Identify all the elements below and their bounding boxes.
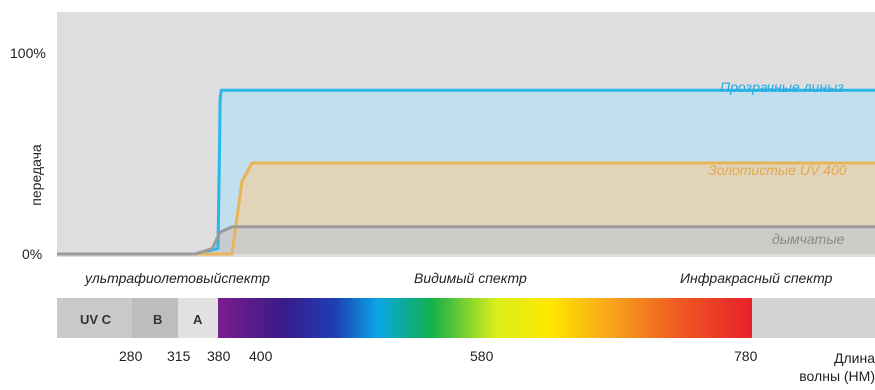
series-lines — [57, 88, 875, 256]
x-tick-280: 280 — [119, 348, 143, 364]
series-label-gold: Золотистые UV 400 — [708, 162, 847, 178]
region-label-infrared: Инфракрасный спектр — [680, 270, 833, 286]
x-axis-label: Длина волны (НМ) — [799, 350, 875, 384]
uv-band-0 — [57, 298, 132, 338]
x-tick-780: 780 — [734, 348, 758, 364]
x-tick-315: 315 — [167, 348, 191, 364]
uv-band-1 — [132, 298, 178, 338]
y-tick-100: 100% — [10, 45, 46, 61]
region-label-visible: Видимый спектр — [414, 270, 527, 286]
series-label-clear: Прозрачные линыз — [720, 79, 844, 95]
uv-band-label-a: A — [193, 312, 203, 327]
uv-band-label-b: B — [153, 312, 163, 327]
y-tick-0: 0% — [22, 246, 43, 262]
y-axis-label: передача — [28, 144, 44, 206]
x-tick-400: 400 — [249, 348, 273, 364]
x-tick-380: 380 — [207, 348, 231, 364]
series-fills — [57, 90, 875, 254]
uv-band-2 — [178, 298, 218, 338]
series-line-2 — [57, 225, 875, 256]
uv-band-label-c: UV C — [80, 312, 112, 327]
spectrum-bar — [57, 298, 875, 338]
series-label-smoke: дымчатые — [772, 231, 845, 247]
x-tick-580: 580 — [470, 348, 494, 364]
series-area-2 — [57, 226, 875, 254]
visible-spectrum-band — [218, 298, 752, 338]
region-label-uv: ультрафиолетовыйспектр — [85, 270, 270, 286]
